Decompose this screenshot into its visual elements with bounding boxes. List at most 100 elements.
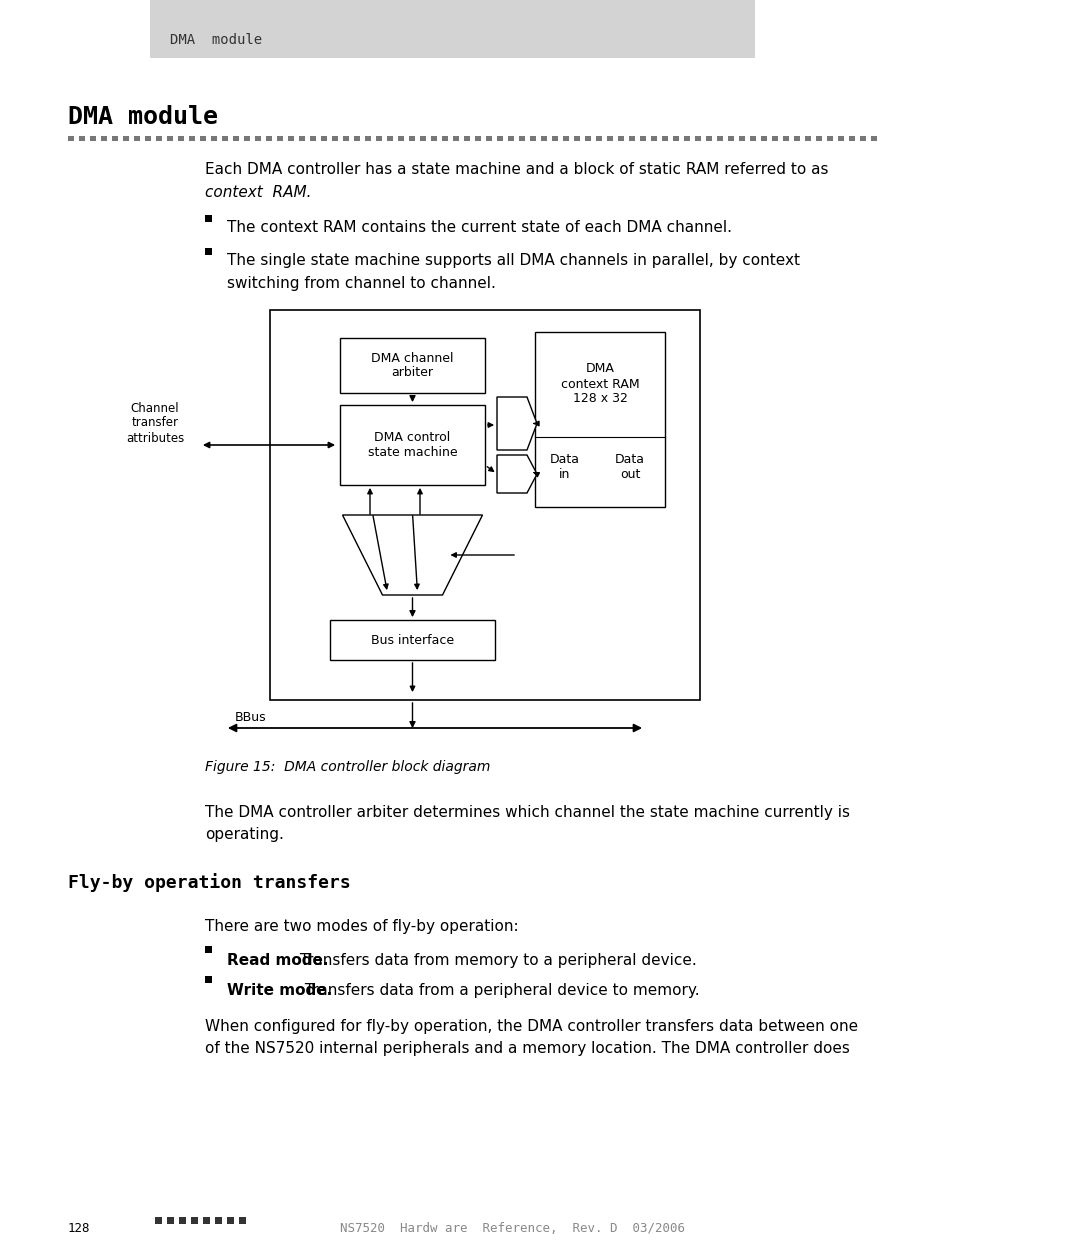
Bar — [696, 135, 701, 140]
Bar — [552, 135, 558, 140]
Text: Read mode.: Read mode. — [227, 953, 328, 968]
Bar — [651, 135, 657, 140]
Bar — [90, 135, 96, 140]
Bar — [849, 135, 855, 140]
Text: Channel
transfer
attributes: Channel transfer attributes — [126, 401, 184, 444]
Bar — [68, 135, 75, 140]
Text: operating.: operating. — [205, 826, 284, 841]
Bar — [535, 332, 665, 507]
Bar — [706, 135, 712, 140]
Text: Each DMA controller has a state machine and a block of static RAM referred to as: Each DMA controller has a state machine … — [205, 162, 828, 177]
Text: The DMA controller arbiter determines which channel the state machine currently : The DMA controller arbiter determines wh… — [205, 805, 850, 820]
Text: context  RAM.: context RAM. — [205, 186, 311, 199]
Bar — [585, 135, 591, 140]
Bar — [717, 135, 723, 140]
Text: The context RAM contains the current state of each DMA channel.: The context RAM contains the current sta… — [227, 219, 732, 234]
Bar — [618, 135, 624, 140]
Bar — [340, 339, 485, 393]
Bar — [266, 135, 272, 140]
Bar — [178, 135, 184, 140]
Bar — [205, 248, 212, 255]
Bar — [203, 1216, 210, 1224]
Bar — [145, 135, 151, 140]
Bar — [205, 214, 212, 222]
Bar — [211, 135, 217, 140]
Bar — [596, 135, 602, 140]
Text: DMA module: DMA module — [68, 105, 218, 129]
Bar — [365, 135, 372, 140]
Text: DMA channel
arbiter: DMA channel arbiter — [372, 351, 454, 380]
Bar — [860, 135, 866, 140]
Text: Figure 15:  DMA controller block diagram: Figure 15: DMA controller block diagram — [205, 760, 490, 774]
Text: Transfers data from memory to a peripheral device.: Transfers data from memory to a peripher… — [295, 953, 697, 968]
Text: Data
out: Data out — [615, 453, 645, 482]
Bar — [387, 135, 393, 140]
Bar — [870, 135, 877, 140]
Bar — [794, 135, 800, 140]
Bar — [772, 135, 778, 140]
Polygon shape — [497, 398, 537, 450]
Bar — [409, 135, 415, 140]
Bar — [330, 619, 495, 660]
Bar — [508, 135, 514, 140]
Text: Bus interface: Bus interface — [370, 633, 454, 647]
Text: DMA
context RAM
128 x 32: DMA context RAM 128 x 32 — [561, 362, 639, 405]
Bar — [827, 135, 833, 140]
Bar — [662, 135, 669, 140]
Bar — [332, 135, 338, 140]
Text: DMA control
state machine: DMA control state machine — [367, 431, 457, 459]
Bar — [739, 135, 745, 140]
Bar — [684, 135, 690, 140]
Bar — [123, 135, 129, 140]
Bar — [761, 135, 767, 140]
Bar — [200, 135, 206, 140]
Bar — [205, 946, 212, 953]
Bar — [673, 135, 679, 140]
Bar — [728, 135, 734, 140]
Text: Fly-by operation transfers: Fly-by operation transfers — [68, 873, 351, 892]
Bar — [167, 1216, 174, 1224]
Text: Write mode.: Write mode. — [227, 983, 333, 998]
Bar — [134, 135, 140, 140]
Bar — [453, 135, 459, 140]
Bar — [244, 135, 249, 140]
Text: BBus: BBus — [235, 711, 267, 724]
Bar — [573, 135, 580, 140]
Text: When configured for fly-by operation, the DMA controller transfers data between : When configured for fly-by operation, th… — [205, 1020, 859, 1035]
Bar — [112, 135, 118, 140]
Bar — [519, 135, 525, 140]
Text: NS7520  Hardw are  Reference,  Rev. D  03/2006: NS7520 Hardw are Reference, Rev. D 03/20… — [340, 1221, 685, 1235]
Polygon shape — [497, 455, 537, 493]
Bar — [191, 1216, 198, 1224]
Text: of the NS7520 internal peripherals and a memory location. The DMA controller doe: of the NS7520 internal peripherals and a… — [205, 1041, 850, 1056]
Text: DMA  module: DMA module — [170, 33, 262, 46]
Bar — [486, 135, 492, 140]
Bar — [288, 135, 294, 140]
Bar — [310, 135, 316, 140]
Bar — [156, 135, 162, 140]
Bar — [167, 135, 173, 140]
Bar — [205, 976, 212, 983]
Bar — [838, 135, 843, 140]
Bar — [563, 135, 569, 140]
Bar — [276, 135, 283, 140]
Bar — [431, 135, 437, 140]
Text: Data
in: Data in — [550, 453, 580, 482]
Text: 128: 128 — [68, 1221, 91, 1235]
Bar — [464, 135, 470, 140]
Polygon shape — [342, 515, 483, 594]
Bar — [239, 1216, 246, 1224]
Bar — [156, 1216, 162, 1224]
Bar — [222, 135, 228, 140]
Text: There are two modes of fly-by operation:: There are two modes of fly-by operation: — [205, 919, 518, 934]
Bar — [179, 1216, 186, 1224]
Bar — [270, 310, 700, 700]
Bar — [79, 135, 85, 140]
Text: switching from channel to channel.: switching from channel to channel. — [227, 276, 496, 291]
Bar — [255, 135, 261, 140]
Bar — [189, 135, 195, 140]
Text: The single state machine supports all DMA channels in parallel, by context: The single state machine supports all DM… — [227, 253, 800, 268]
Bar — [640, 135, 646, 140]
Bar — [816, 135, 822, 140]
Bar — [541, 135, 546, 140]
